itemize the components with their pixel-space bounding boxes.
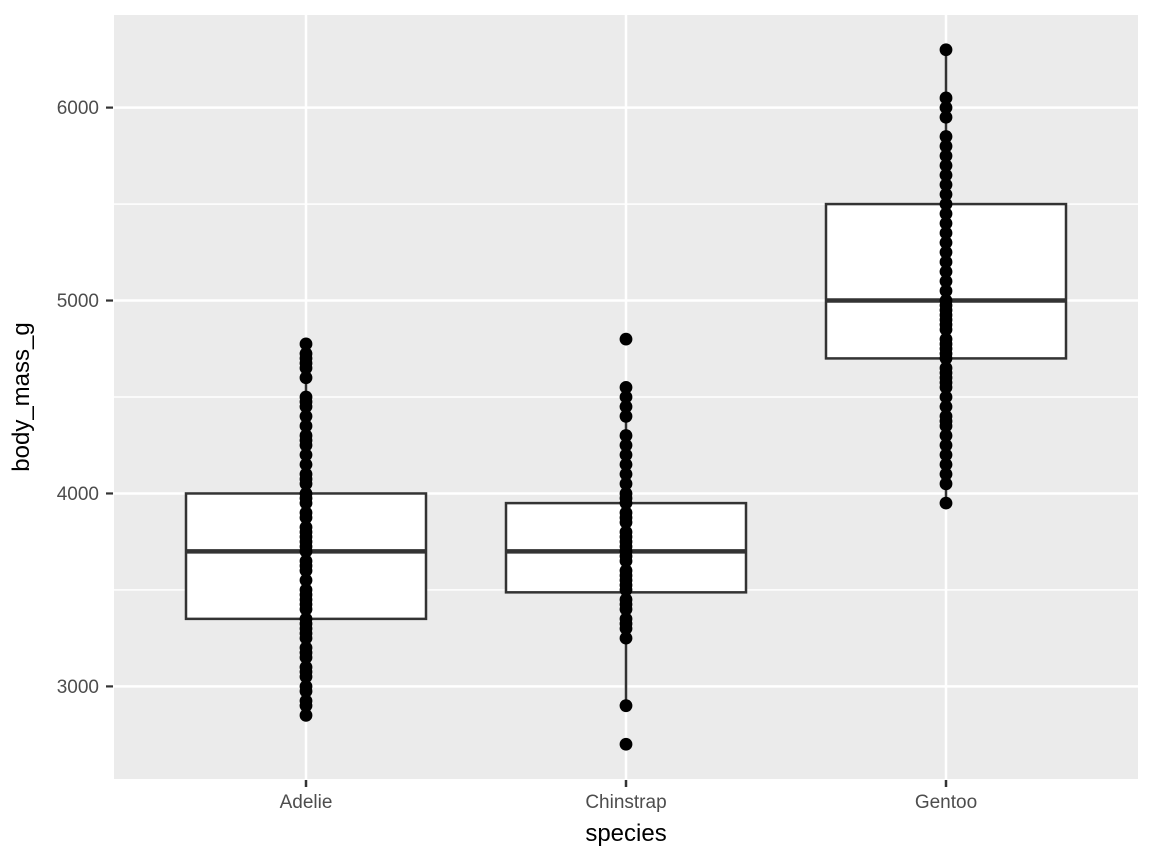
data-point <box>939 332 953 346</box>
data-point <box>939 477 953 491</box>
data-point <box>299 573 313 587</box>
data-point <box>299 506 313 520</box>
data-point <box>619 699 633 713</box>
data-point <box>939 226 953 240</box>
data-point <box>939 139 953 153</box>
data-point <box>939 361 953 375</box>
data-point <box>939 236 953 250</box>
data-point <box>939 400 953 414</box>
data-point <box>939 458 953 471</box>
data-point <box>299 612 313 626</box>
data-point <box>619 506 633 520</box>
data-point <box>619 631 633 645</box>
data-point <box>619 467 633 481</box>
data-point <box>619 487 633 500</box>
data-point <box>939 149 953 163</box>
data-point <box>619 448 633 462</box>
data-point <box>939 438 953 452</box>
data-point <box>619 380 633 394</box>
data-point <box>619 737 633 751</box>
data-point <box>299 419 313 433</box>
data-point <box>299 641 313 655</box>
y-tick-label: 3000 <box>57 677 99 698</box>
y-tick-label: 6000 <box>57 98 99 119</box>
data-point <box>939 91 953 105</box>
data-point <box>619 564 633 578</box>
data-point <box>299 429 313 442</box>
y-tick-label: 4000 <box>57 484 99 505</box>
data-point <box>939 429 953 442</box>
data-point <box>619 477 633 491</box>
data-point <box>939 197 953 211</box>
data-point <box>939 265 953 278</box>
data-point <box>939 245 953 259</box>
data-point <box>939 390 953 404</box>
data-point <box>299 448 313 462</box>
data-point <box>939 409 953 423</box>
data-point <box>299 347 313 360</box>
data-point <box>619 612 633 626</box>
data-point <box>939 216 953 230</box>
x-tick-label-gentoo: Gentoo <box>915 792 977 813</box>
data-point <box>619 400 633 414</box>
data-point <box>299 694 313 708</box>
data-point <box>939 274 953 288</box>
data-point <box>939 207 953 221</box>
data-point <box>939 178 953 192</box>
data-point <box>299 467 313 481</box>
data-point <box>619 409 633 423</box>
data-point <box>619 593 633 606</box>
data-point <box>939 101 953 115</box>
data-point <box>939 284 953 298</box>
y-tick-label: 5000 <box>57 291 99 312</box>
data-point <box>299 409 313 423</box>
data-point <box>939 467 953 481</box>
data-point <box>299 337 313 351</box>
data-point <box>619 525 633 539</box>
data-point <box>299 520 313 534</box>
y-axis-title: body_mass_g <box>8 322 35 472</box>
data-point <box>619 429 633 442</box>
x-tick-label-adelie: Adelie <box>280 792 333 813</box>
data-point <box>939 188 953 201</box>
data-point <box>619 332 633 346</box>
data-point <box>299 583 313 597</box>
data-point <box>299 371 313 385</box>
data-point <box>939 159 953 172</box>
data-point <box>939 130 953 143</box>
data-point <box>619 458 633 471</box>
data-point <box>939 496 953 510</box>
data-point <box>939 448 953 462</box>
data-point <box>299 554 313 568</box>
x-tick-label-chinstrap: Chinstrap <box>585 792 666 813</box>
data-point <box>299 390 313 404</box>
data-point <box>619 438 633 452</box>
data-point <box>939 255 953 269</box>
data-point <box>619 390 633 404</box>
data-point <box>939 168 953 182</box>
x-axis-title: species <box>585 820 667 847</box>
data-point <box>299 679 313 693</box>
data-point <box>299 708 313 722</box>
data-point <box>939 110 953 124</box>
data-point <box>299 458 313 471</box>
data-point <box>939 294 953 307</box>
data-point <box>939 43 953 57</box>
data-point <box>299 660 313 674</box>
data-point <box>299 487 313 500</box>
